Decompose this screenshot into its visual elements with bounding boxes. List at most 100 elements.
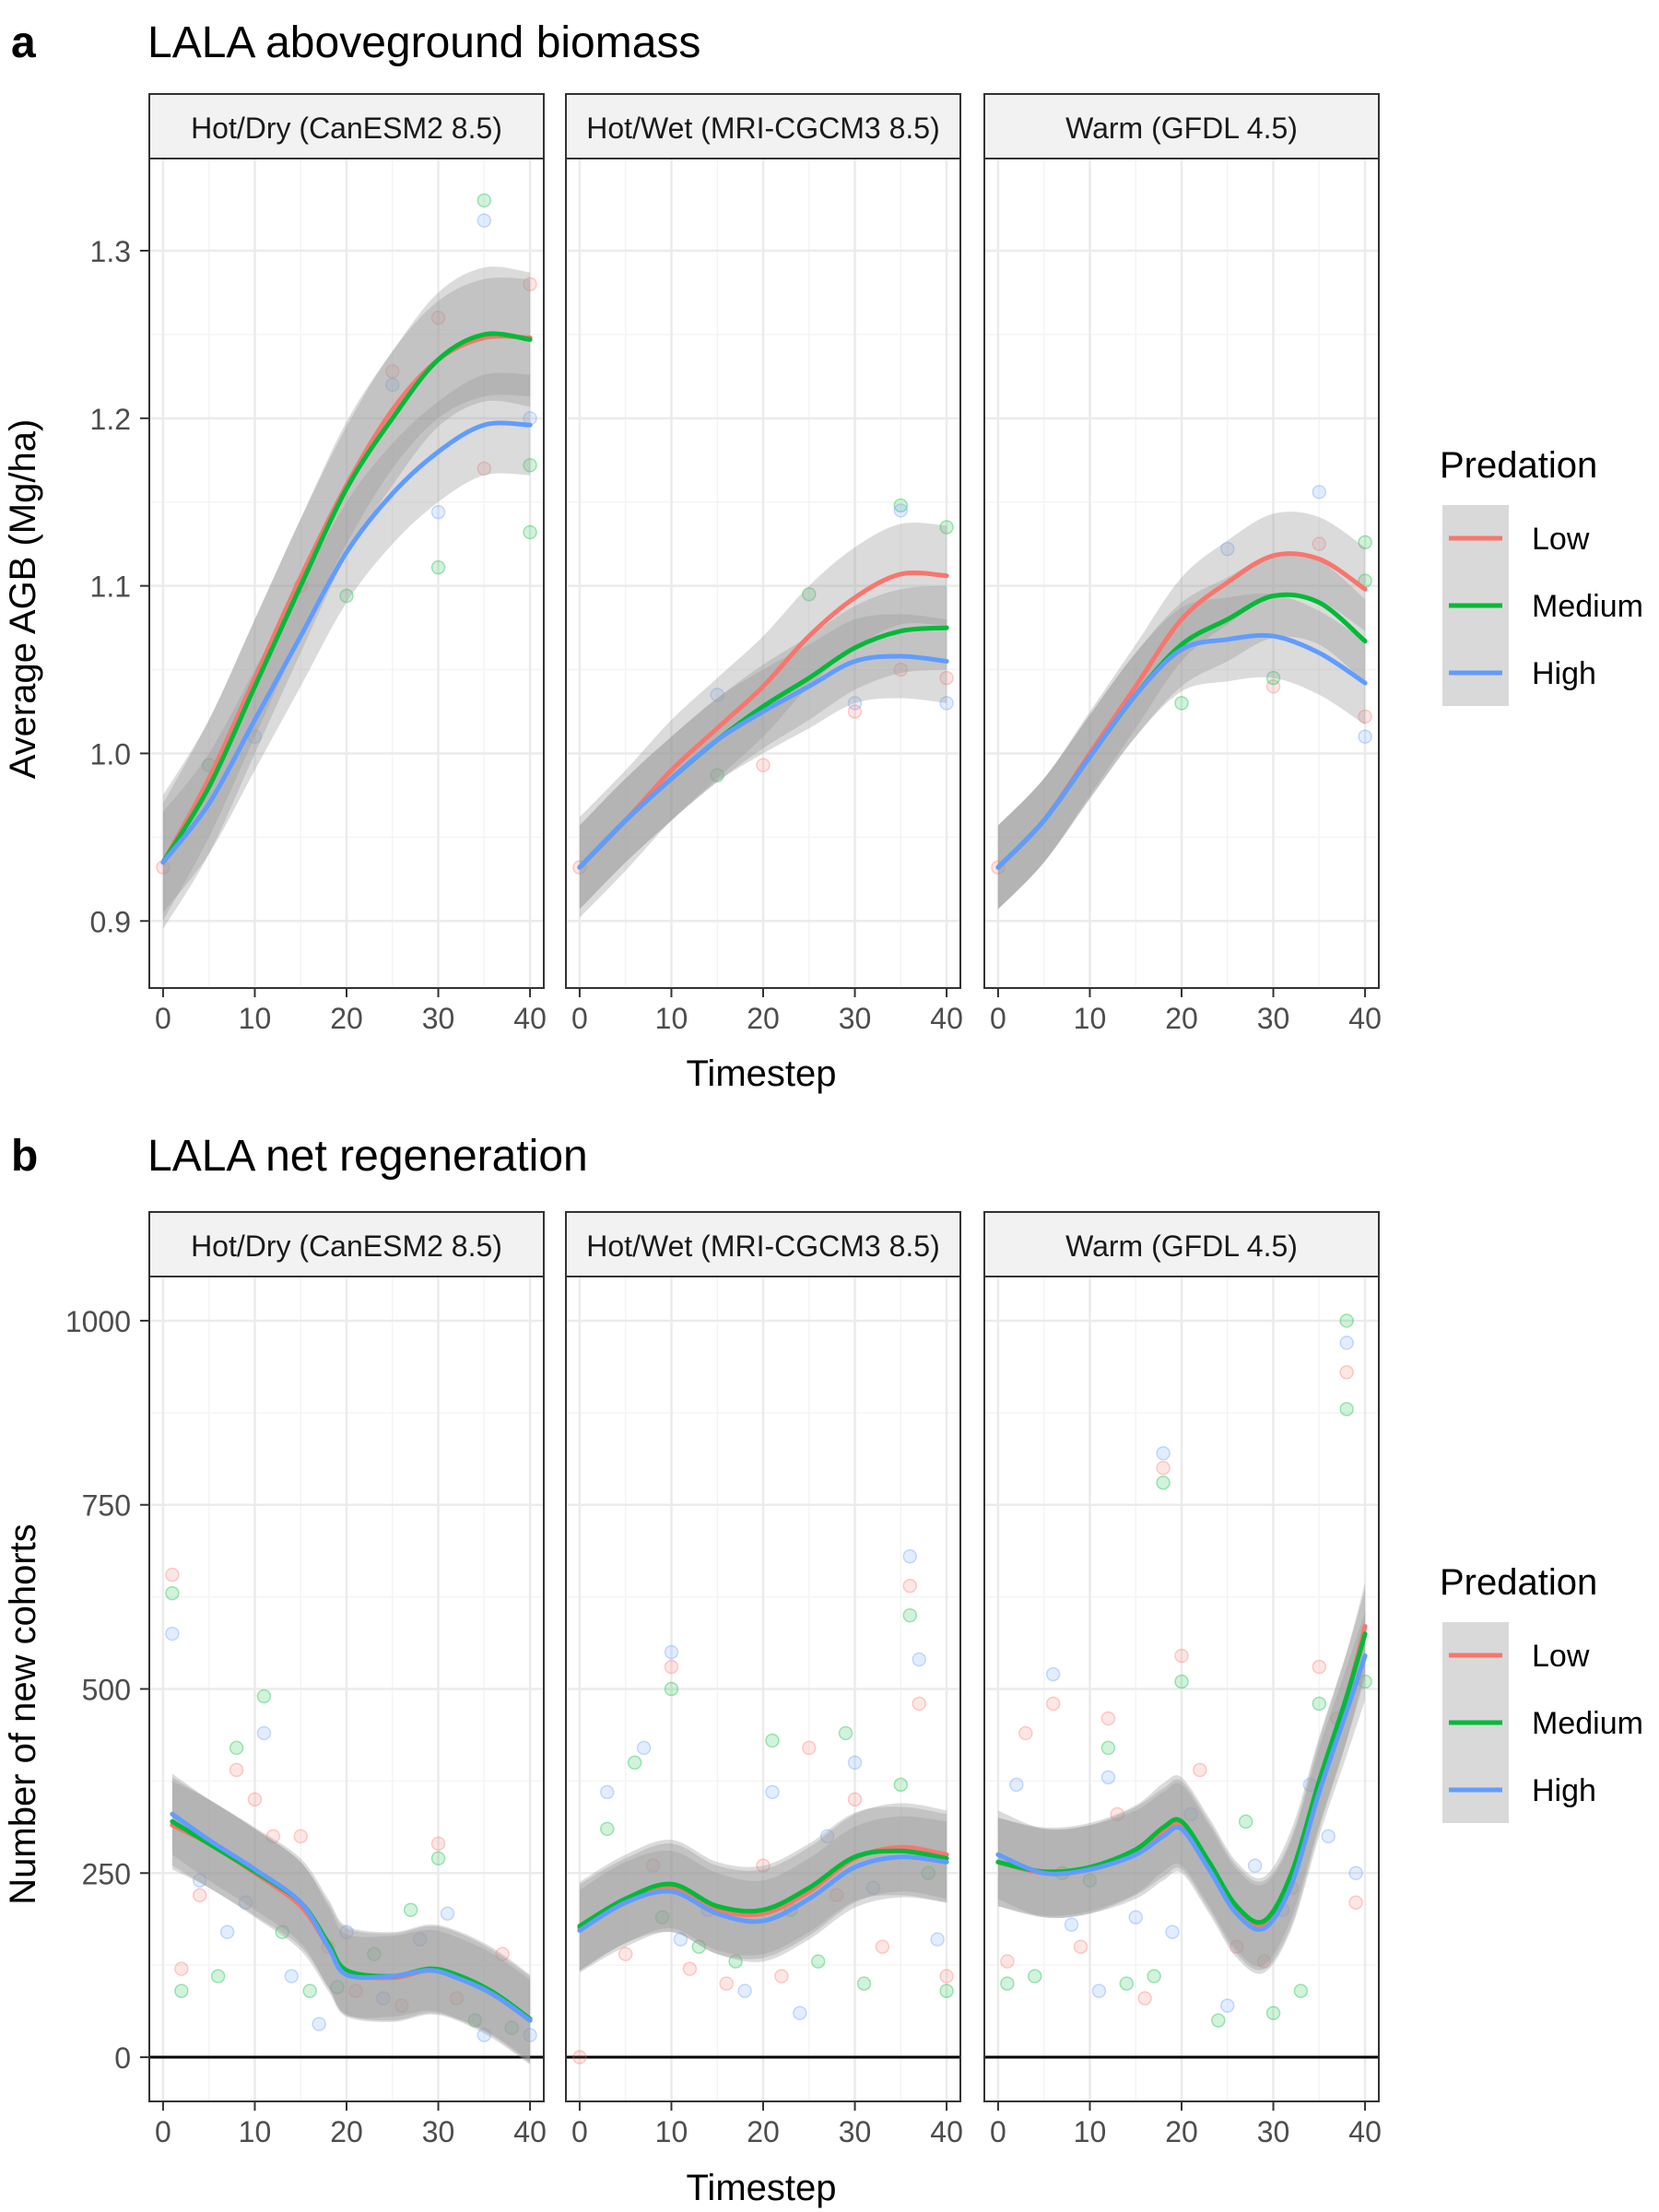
data-point xyxy=(618,1947,633,1961)
y-tick-label-a: 0.9 xyxy=(90,905,131,938)
data-point xyxy=(1256,1954,1272,1969)
data-point xyxy=(654,1910,670,1924)
x-tick-label: 20 xyxy=(330,1002,363,1035)
data-point xyxy=(1348,1865,1363,1881)
data-point xyxy=(477,2028,492,2042)
x-tick-label: 40 xyxy=(930,2115,963,2148)
data-point xyxy=(210,1969,226,1983)
data-point xyxy=(765,1784,780,1800)
data-point xyxy=(376,1991,391,2006)
data-point xyxy=(367,1947,382,1961)
x-tick-label: 30 xyxy=(839,1002,872,1035)
x-tick-label: 0 xyxy=(155,1002,171,1035)
panel-title-b: LALA net regeneration xyxy=(147,1132,588,1181)
data-point xyxy=(1339,1313,1354,1328)
data-point xyxy=(710,688,724,702)
facet-a-1: Hot/Dry (CanESM2 8.5) 0 10 20 30 40 xyxy=(148,93,547,1035)
confidence-band-low xyxy=(171,1781,531,2065)
confidence-band-high xyxy=(579,614,947,910)
data-point xyxy=(728,1954,743,1969)
data-point xyxy=(1000,1976,1015,1991)
facet-strip xyxy=(983,1211,1380,1277)
x-tick-label: 10 xyxy=(239,1002,272,1035)
data-point xyxy=(1000,1954,1015,1969)
facet-b-1: Hot/Dry (CanESM2 8.5) 0 10 20 30 40 xyxy=(148,1211,547,2148)
data-point xyxy=(1009,1777,1024,1793)
data-point xyxy=(893,662,909,677)
data-point xyxy=(939,1983,954,1998)
data-point xyxy=(1045,1666,1061,1682)
data-point xyxy=(1018,1725,1033,1741)
x-tick-label: 0 xyxy=(990,1002,1006,1035)
x-tick-label: 40 xyxy=(1348,1002,1382,1035)
data-point xyxy=(1128,1910,1143,1924)
facet-b-3: Warm (GFDL 4.5) 0 10 20 30 40 xyxy=(983,1211,1382,2148)
data-point xyxy=(302,1983,317,1998)
data-point xyxy=(1265,2006,1281,2020)
data-point xyxy=(1293,1983,1309,1998)
panel-letter-b: b xyxy=(11,1132,38,1181)
data-point xyxy=(912,1652,926,1667)
data-point xyxy=(265,1829,281,1844)
data-point xyxy=(819,1829,835,1844)
legend-a: Predation Low Medium High xyxy=(1440,445,1643,706)
series-line-high xyxy=(577,653,949,870)
data-point xyxy=(275,1924,290,1939)
data-point xyxy=(1147,1969,1161,1983)
confidence-band-high xyxy=(997,593,1366,910)
data-point xyxy=(802,1740,817,1756)
data-point xyxy=(1348,1895,1363,1910)
y-axis-label-a: Average AGB (Mg/ha) xyxy=(3,419,43,780)
data-point xyxy=(1358,729,1372,745)
data-point xyxy=(1100,1770,1116,1785)
data-point xyxy=(523,2028,537,2042)
data-point xyxy=(192,1888,207,1902)
data-point xyxy=(504,2020,519,2035)
data-point xyxy=(430,310,446,325)
data-point xyxy=(174,1961,189,1976)
panel-b: b LALA net regeneration Timestep Number … xyxy=(3,1132,1382,2208)
data-point xyxy=(1100,1740,1116,1756)
legend-title-b: Predation xyxy=(1440,1562,1597,1603)
data-point xyxy=(1027,1969,1042,1983)
facet-strip xyxy=(148,93,545,159)
data-point xyxy=(1156,1476,1171,1490)
data-point xyxy=(1082,1873,1098,1888)
data-point xyxy=(430,559,446,575)
y-tick-label-a: 1.1 xyxy=(90,571,131,604)
data-point xyxy=(1321,1829,1336,1844)
y-axis-b: 0 250 500 750 1000 xyxy=(65,1305,149,2075)
x-tick-label: 0 xyxy=(571,2115,588,2148)
data-point xyxy=(691,1939,707,1954)
x-tick-label: 30 xyxy=(422,2115,455,2148)
data-point xyxy=(737,1983,752,1998)
data-point xyxy=(1312,1659,1327,1675)
data-point xyxy=(1339,1335,1354,1350)
series-line-high xyxy=(995,1653,1368,1932)
data-point xyxy=(247,1792,263,1807)
facet-label: Warm (GFDL 4.5) xyxy=(1065,112,1298,145)
x-tick-label: 10 xyxy=(239,2115,272,2148)
x-tick-label: 10 xyxy=(1074,2115,1107,2148)
data-point xyxy=(810,1954,826,1969)
data-point xyxy=(856,1976,872,1991)
x-tick-label: 40 xyxy=(1348,2115,1382,2148)
y-tick-label-a: 1.2 xyxy=(90,403,131,436)
data-point xyxy=(829,1888,844,1902)
legend-label-low: Low xyxy=(1532,522,1590,557)
legend-b: Predation Low Medium High xyxy=(1440,1562,1643,1823)
confidence-band-medium xyxy=(579,585,947,910)
y-tick-label-a: 1.3 xyxy=(90,235,131,268)
data-point xyxy=(1312,485,1327,500)
panel-title-a: LALA aboveground biomass xyxy=(147,18,700,67)
data-point xyxy=(385,377,400,393)
x-tick-label: 40 xyxy=(513,2115,547,2148)
data-point xyxy=(765,1733,780,1748)
data-point xyxy=(192,1873,207,1888)
confidence-band-low xyxy=(579,522,947,918)
data-point xyxy=(430,1851,446,1866)
data-point xyxy=(572,2050,587,2065)
data-point xyxy=(1174,1648,1189,1664)
x-tick-label: 10 xyxy=(655,1002,688,1035)
